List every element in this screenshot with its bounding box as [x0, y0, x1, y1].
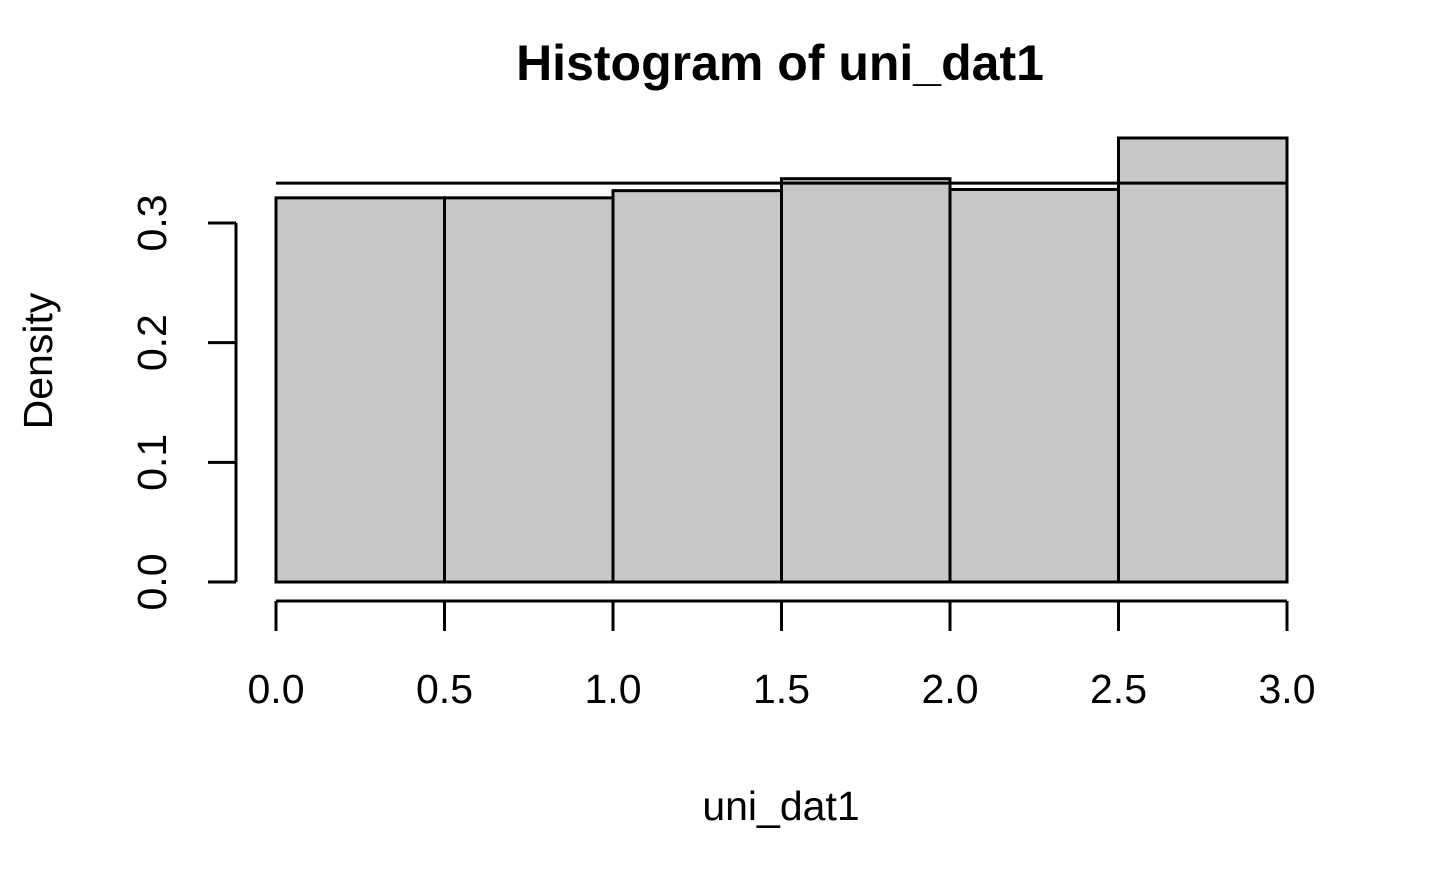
- histogram-bar-2: [443, 196, 615, 584]
- x-tick-label-4: 2.0: [922, 666, 979, 712]
- y-tick-label-1: 0.1: [129, 434, 175, 491]
- x-axis: 0.0 0.5 1.0 1.5 2.0 2.5 3.0: [248, 599, 1316, 712]
- y-tick-label-3: 0.3: [129, 194, 175, 251]
- x-tick-label-5: 2.5: [1090, 666, 1147, 712]
- histogram-bar-3: [611, 189, 783, 584]
- histogram-bar-5: [948, 187, 1120, 584]
- x-tick-label-1: 0.5: [416, 666, 473, 712]
- histogram-bar-6: [1117, 136, 1289, 584]
- histogram-bars: [274, 136, 1289, 584]
- x-tick-label-6: 3.0: [1259, 666, 1316, 712]
- x-tick-label-2: 1.0: [585, 666, 642, 712]
- y-tick-label-0: 0.0: [129, 554, 175, 611]
- histogram-bar-1: [274, 196, 446, 584]
- y-axis-label: Density: [15, 292, 61, 429]
- histogram-bar-4: [780, 177, 952, 584]
- x-tick-label-0: 0.0: [248, 666, 305, 712]
- y-axis: 0.0 0.1 0.2 0.3: [129, 194, 238, 611]
- x-tick-label-3: 1.5: [753, 666, 810, 712]
- chart-title: Histogram of uni_dat1: [516, 35, 1044, 91]
- y-tick-label-2: 0.2: [129, 314, 175, 371]
- x-axis-label: uni_dat1: [702, 783, 859, 829]
